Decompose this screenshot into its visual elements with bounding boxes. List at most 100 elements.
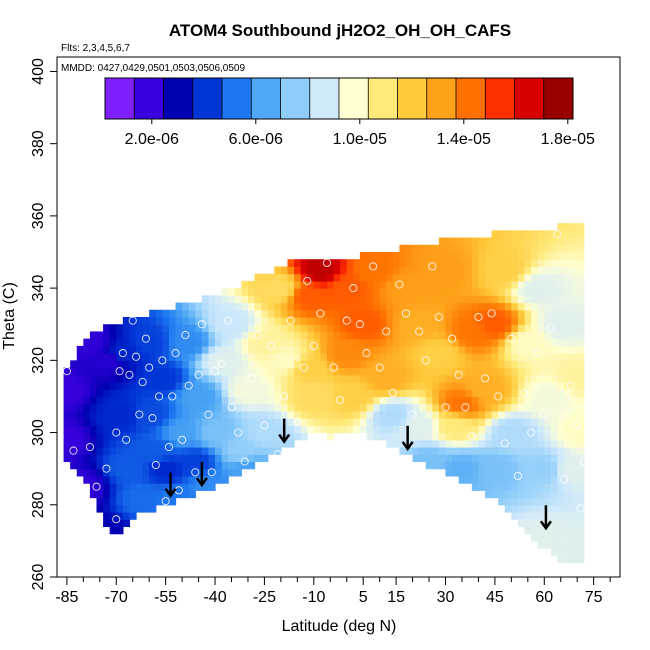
heatmap-cell bbox=[83, 439, 91, 448]
heatmap-cell bbox=[570, 519, 578, 528]
heatmap-cell bbox=[195, 353, 203, 361]
heatmap-cell bbox=[89, 490, 98, 499]
heatmap-cell bbox=[432, 374, 440, 383]
heatmap-cell bbox=[103, 367, 111, 376]
heatmap-cell bbox=[63, 432, 71, 441]
heatmap-cell bbox=[215, 338, 223, 347]
heatmap-cell bbox=[537, 418, 545, 426]
colorbar-swatch bbox=[397, 78, 428, 119]
heatmap-cell bbox=[399, 389, 407, 398]
heatmap-cell bbox=[221, 324, 229, 333]
heatmap-cell bbox=[570, 497, 578, 506]
heatmap-cell bbox=[511, 425, 519, 434]
heatmap-cell bbox=[228, 309, 236, 318]
observation-point bbox=[280, 392, 289, 401]
heatmap-cell bbox=[544, 512, 552, 520]
heatmap-cell bbox=[195, 410, 203, 419]
observation-point bbox=[260, 421, 269, 430]
heatmap-cell bbox=[517, 288, 526, 296]
heatmap-cell bbox=[201, 338, 210, 347]
heatmap-cell bbox=[544, 504, 552, 513]
heatmap-cell bbox=[465, 259, 473, 268]
heatmap-cell bbox=[379, 280, 387, 289]
heatmap-cell bbox=[195, 324, 203, 333]
heatmap-cell bbox=[340, 309, 348, 318]
heatmap-cell bbox=[208, 454, 216, 463]
heatmap-cell bbox=[326, 295, 335, 304]
heatmap-cell bbox=[195, 309, 203, 318]
heatmap-cell bbox=[340, 317, 348, 325]
heatmap-cell bbox=[432, 288, 440, 296]
heatmap-cell bbox=[570, 540, 578, 549]
heatmap-cell bbox=[83, 374, 91, 383]
heatmap-cell bbox=[531, 526, 539, 535]
heatmap-cell bbox=[550, 526, 559, 535]
heatmap-cell bbox=[458, 237, 466, 246]
heatmap-cell bbox=[346, 259, 354, 268]
heatmap-cell bbox=[241, 374, 249, 383]
heatmap-cell bbox=[366, 259, 374, 268]
heatmap-cell bbox=[116, 461, 124, 470]
heatmap-cell bbox=[531, 252, 539, 260]
heatmap-cell bbox=[208, 317, 216, 325]
heatmap-cell bbox=[531, 389, 539, 398]
heatmap-cell bbox=[122, 483, 131, 491]
heatmap-cell bbox=[274, 418, 282, 426]
heatmap-cell bbox=[531, 504, 539, 513]
heatmap-cell bbox=[432, 317, 440, 325]
heatmap-cell bbox=[550, 418, 559, 426]
heatmap-cell bbox=[155, 367, 163, 376]
heatmap-cell bbox=[201, 353, 210, 361]
heatmap-cell bbox=[340, 280, 348, 289]
heatmap-cell bbox=[366, 273, 374, 282]
heatmap-cell bbox=[76, 367, 84, 376]
heatmap-cell bbox=[215, 345, 223, 354]
heatmap-cell bbox=[577, 403, 585, 412]
heatmap-cell bbox=[333, 403, 341, 412]
heatmap-cell bbox=[577, 490, 585, 499]
heatmap-cell bbox=[478, 439, 486, 448]
heatmap-cell bbox=[498, 317, 506, 325]
heatmap-cell bbox=[458, 468, 466, 477]
heatmap-cell bbox=[247, 432, 256, 441]
heatmap-cell bbox=[96, 345, 104, 354]
heatmap-cell bbox=[531, 280, 539, 289]
heatmap-cell bbox=[570, 526, 578, 535]
heatmap-cell bbox=[557, 418, 565, 426]
heatmap-cell bbox=[550, 331, 559, 340]
heatmap-cell bbox=[419, 353, 427, 361]
heatmap-cell bbox=[182, 353, 190, 361]
heatmap-cell bbox=[122, 418, 131, 426]
observation-point bbox=[448, 334, 457, 343]
heatmap-cell bbox=[261, 374, 269, 383]
heatmap-cell bbox=[247, 403, 256, 412]
heatmap-cell bbox=[564, 324, 572, 333]
heatmap-cell bbox=[215, 295, 223, 304]
heatmap-cell bbox=[149, 353, 157, 361]
heatmap-cell bbox=[188, 360, 196, 369]
heatmap-cell bbox=[162, 475, 170, 484]
heatmap-cell bbox=[221, 367, 229, 376]
heatmap-cell bbox=[524, 374, 532, 383]
heatmap-cell bbox=[485, 244, 493, 253]
heatmap-cell bbox=[537, 483, 545, 491]
heatmap-cell bbox=[550, 353, 559, 361]
heatmap-cell bbox=[122, 360, 131, 369]
heatmap-cell bbox=[452, 302, 460, 311]
heatmap-cell bbox=[491, 382, 499, 390]
heatmap-cell bbox=[452, 280, 460, 289]
observation-point bbox=[553, 229, 562, 238]
heatmap-cell bbox=[155, 324, 163, 333]
heatmap-cell bbox=[63, 396, 71, 405]
heatmap-cell bbox=[241, 389, 249, 398]
heatmap-cell bbox=[307, 389, 315, 398]
heatmap-cell bbox=[201, 454, 210, 463]
heatmap-cell bbox=[346, 367, 354, 376]
heatmap-cell bbox=[320, 367, 328, 376]
heatmap-cell bbox=[432, 280, 440, 289]
heatmap-cell bbox=[287, 259, 295, 268]
heatmap-cell bbox=[386, 374, 394, 383]
heatmap-cell bbox=[438, 324, 447, 333]
heatmap-cell bbox=[83, 382, 91, 390]
heatmap-cell bbox=[294, 410, 302, 419]
